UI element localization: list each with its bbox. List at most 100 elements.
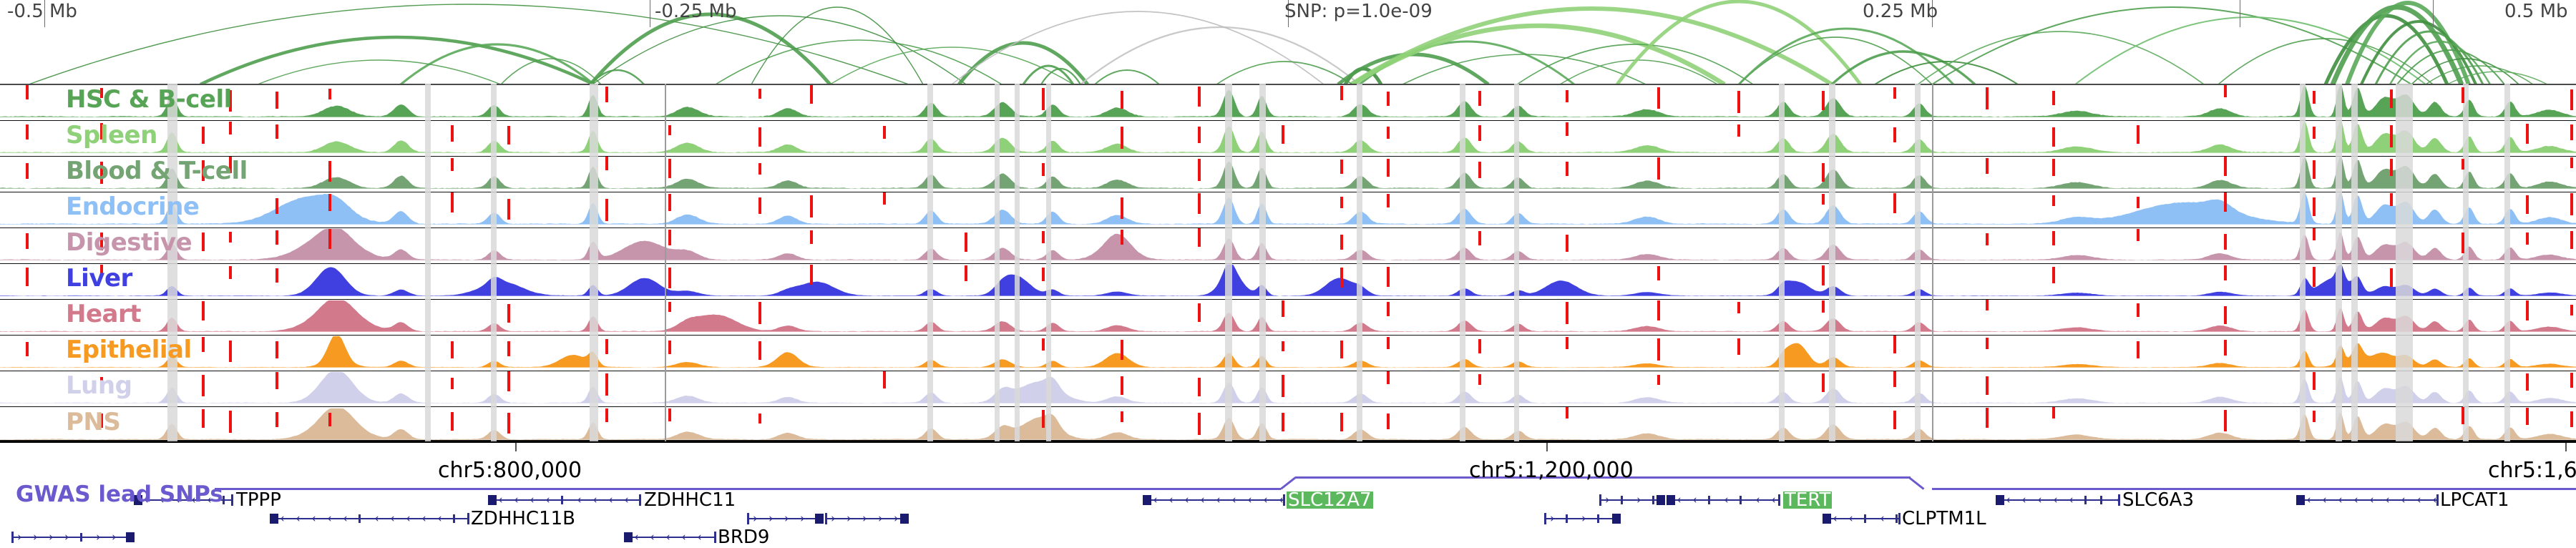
- gene-label[interactable]: TERT: [1783, 489, 1833, 511]
- strand-arrow: ‹: [207, 493, 212, 507]
- strand-arrow: ›: [769, 512, 774, 526]
- gene-end-cap: [1544, 513, 1546, 524]
- gene-exon: [561, 496, 563, 504]
- strand-arrow: ‹: [1692, 493, 1697, 507]
- loop-arc: [1738, 36, 1933, 84]
- strand-arrow: ‹: [437, 512, 442, 526]
- gwas-connector-line: [215, 488, 1281, 490]
- gene-exon: [2100, 496, 2102, 504]
- gene-end-cap: [1283, 494, 1285, 506]
- gene-label[interactable]: SLC6A3: [2122, 489, 2195, 511]
- gene-body: [2302, 499, 2438, 501]
- signal-track-lung: Lung: [0, 371, 2576, 407]
- strand-arrow: ‹: [191, 493, 196, 507]
- strand-arrow: ›: [17, 530, 22, 544]
- strand-arrow: ‹: [175, 493, 180, 507]
- gene-end-cap: [747, 513, 749, 524]
- gene-end-cap: [639, 494, 641, 506]
- gwas-connector-line: [1932, 488, 2576, 490]
- loop-arc: [2425, 65, 2534, 84]
- loop-arc: [590, 69, 645, 84]
- gene-label[interactable]: TPPP: [236, 489, 281, 511]
- strand-arrow: ‹: [1724, 493, 1729, 507]
- gene-label[interactable]: ZDHHC11: [644, 489, 736, 511]
- strand-arrow: ‹: [2322, 493, 2327, 507]
- strand-arrow: ‹: [374, 512, 379, 526]
- loop-arc: [951, 11, 1324, 84]
- strand-arrow: ›: [784, 512, 789, 526]
- strand-arrow: ‹: [343, 512, 348, 526]
- gene-label[interactable]: ZDHHC11B: [471, 508, 576, 529]
- gene-terminal-exon: [1667, 495, 1675, 505]
- strand-arrow: ‹: [514, 493, 519, 507]
- gene-end-cap: [714, 532, 716, 543]
- signal-profile: [0, 300, 2576, 335]
- genome-axis: [0, 441, 2576, 459]
- gene-end-cap: [231, 494, 233, 506]
- gene-body: [140, 499, 233, 501]
- gene-end-cap: [825, 513, 827, 524]
- loop-arc: [1874, 61, 2019, 84]
- strand-arrow: ‹: [311, 512, 316, 526]
- loop-arc: [1094, 69, 1160, 84]
- loop-arc: [1830, 50, 1976, 84]
- strand-arrow: ‹: [2353, 493, 2358, 507]
- gwas-lead-snps-label: GWAS lead SNPs: [16, 481, 223, 507]
- strand-arrow: ›: [878, 512, 883, 526]
- gene-exon: [1864, 514, 1866, 523]
- gene-terminal-exon: [1657, 495, 1665, 505]
- gene-exon: [1566, 514, 1568, 523]
- loop-arc: [500, 58, 602, 84]
- gene-terminal-exon: [134, 495, 142, 505]
- strand-arrow: ›: [753, 512, 758, 526]
- loop-arc: [1931, 6, 2412, 84]
- gwas-connector-diagonal: [1280, 476, 1297, 490]
- gene-terminal-exon: [488, 495, 497, 505]
- signal-profile: [0, 371, 2576, 406]
- gene-exon: [1896, 514, 1898, 523]
- loop-arc: [2389, 40, 2492, 84]
- signal-track-blood-t-cell: Blood & T-cell: [0, 157, 2576, 192]
- signal-profile: [0, 228, 2576, 263]
- strand-arrow: ›: [894, 512, 899, 526]
- strand-arrow: ›: [33, 530, 38, 544]
- gene-terminal-exon: [815, 514, 824, 524]
- strand-arrow: ‹: [650, 530, 655, 544]
- strand-arrow: ›: [1636, 493, 1641, 507]
- strand-arrow: ›: [96, 530, 101, 544]
- gene-end-cap: [2118, 494, 2120, 506]
- signal-track-stack: HSC & B-cell Spleen Blood & T-cell Endocrin…: [0, 84, 2576, 441]
- loop-arc: [2323, 14, 2449, 84]
- gene-exon: [1621, 496, 1623, 504]
- strand-arrow: ‹: [1848, 512, 1853, 526]
- strand-arrow: ‹: [2432, 493, 2437, 507]
- loop-arc: [1917, 31, 2205, 84]
- gene-end-cap: [1599, 494, 1601, 506]
- strand-arrow: ‹: [1833, 512, 1838, 526]
- strand-arrow: ‹: [2369, 493, 2374, 507]
- strand-arrow: ‹: [2037, 493, 2042, 507]
- loop-arc: [1040, 67, 1081, 84]
- strand-arrow: ‹: [144, 493, 149, 507]
- gene-label[interactable]: LPCAT1: [2440, 489, 2509, 511]
- strand-arrow: ‹: [1677, 493, 1682, 507]
- gene-label[interactable]: BRD9: [718, 527, 770, 548]
- strand-arrow: ›: [800, 512, 805, 526]
- gene-annotation-track[interactable]: ‹ ‹ ‹ ‹ ‹ TPPP ‹ ‹ ‹ ‹ ‹ ‹ ‹ ‹ ZDHHC11 ‹ ‹ ‹ ‹ ‹ ‹ ‹ ‹ ‹ SLC12A7…: [0, 472, 2576, 547]
- loop-arc: [1615, 0, 1863, 84]
- gene-label[interactable]: SLC12A7: [1287, 489, 1373, 511]
- gene-exon: [80, 533, 82, 542]
- gene-exon: [2084, 496, 2087, 504]
- loop-arc: [1022, 64, 1075, 84]
- strand-arrow: ‹: [665, 530, 670, 544]
- signal-profile: [0, 192, 2576, 227]
- gene-label[interactable]: CLPTM1L: [1902, 508, 1986, 529]
- strand-arrow: ‹: [296, 512, 301, 526]
- signal-profile: [0, 336, 2576, 371]
- strand-arrow: ›: [1550, 512, 1555, 526]
- axis-tick: [2565, 443, 2567, 451]
- gene-terminal-exon: [126, 532, 135, 542]
- gene-exon: [1597, 514, 1599, 523]
- strand-arrow: ›: [112, 530, 117, 544]
- strand-arrow: ‹: [1169, 493, 1174, 507]
